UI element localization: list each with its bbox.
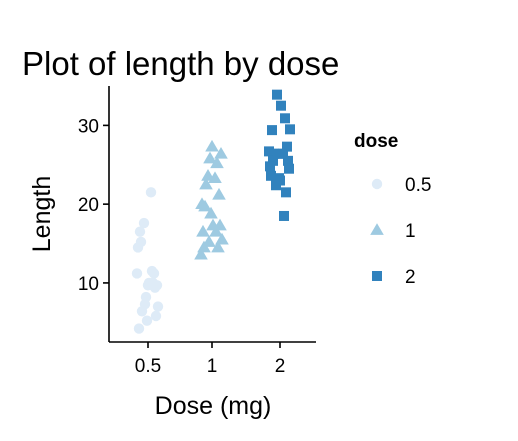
data-point-dose-1 <box>197 240 211 253</box>
data-point-dose-2 <box>279 210 289 221</box>
data-point-dose-0_5 <box>145 187 157 198</box>
chart-title: Plot of length by dose <box>22 45 339 82</box>
x-tick-label: 2 <box>275 356 286 377</box>
data-point-dose-1 <box>196 224 210 237</box>
data-point-dose-0_5 <box>140 291 152 303</box>
data-point-dose-2 <box>284 163 294 174</box>
data-point-dose-0_5 <box>142 280 154 291</box>
data-point-dose-2 <box>264 146 274 157</box>
data-point-dose-1 <box>194 247 208 260</box>
legend-key-dose-1 <box>370 223 384 235</box>
x-axis-title: Dose (mg) <box>155 392 272 420</box>
legend: dose 0.5 1 2 <box>354 131 431 288</box>
data-point-dose-1 <box>211 240 225 253</box>
data-point-dose-0_5 <box>132 242 144 253</box>
x-tick-label: 1 <box>207 356 218 377</box>
y-tick-label: 10 <box>78 274 99 295</box>
x-tick-label: 0.5 <box>135 356 161 377</box>
data-point-dose-1 <box>195 197 209 210</box>
data-point-dose-2 <box>276 100 286 111</box>
data-point-dose-1 <box>214 146 228 159</box>
legend-key-dose-0_5 <box>371 178 383 190</box>
data-point-dose-0_5 <box>131 268 143 279</box>
data-point-dose-1 <box>201 168 215 181</box>
data-point-dose-2 <box>272 89 282 100</box>
data-point-dose-2 <box>281 187 291 198</box>
data-point-dose-0_5 <box>136 306 148 317</box>
data-point-dose-2 <box>280 113 290 124</box>
data-point-dose-0_5 <box>134 226 146 237</box>
data-point-dose-2 <box>273 148 283 159</box>
data-point-dose-2 <box>275 175 285 186</box>
y-tick-label: 30 <box>78 116 99 137</box>
data-point-dose-1 <box>212 187 226 200</box>
y-tick-label: 20 <box>78 195 99 216</box>
data-point-dose-2 <box>283 155 293 166</box>
data-point-dose-0_5 <box>152 301 164 312</box>
data-point-dose-1 <box>209 224 223 237</box>
legend-label: 2 <box>405 267 416 288</box>
data-point-dose-0_5 <box>141 315 153 326</box>
data-point-dose-2 <box>267 125 277 136</box>
data-point-dose-0_5 <box>148 268 160 279</box>
data-point-dose-2 <box>285 124 295 135</box>
data-point-dose-0_5 <box>133 323 145 334</box>
plot-area <box>131 89 295 334</box>
legend-title: dose <box>354 131 398 152</box>
data-point-dose-0_5 <box>150 310 162 322</box>
data-point-dose-2 <box>282 141 292 152</box>
legend-label: 0.5 <box>405 175 431 196</box>
x-axis-ticks: 0.5 1 2 <box>135 342 286 377</box>
data-point-dose-1 <box>210 156 224 169</box>
data-point-dose-2 <box>265 161 275 172</box>
data-point-dose-2 <box>266 170 276 181</box>
data-point-dose-1 <box>206 218 220 231</box>
data-point-dose-2 <box>268 155 278 166</box>
legend-label: 1 <box>405 221 416 242</box>
data-point-dose-1 <box>204 206 218 219</box>
data-point-dose-1 <box>215 232 229 245</box>
data-point-dose-1 <box>199 177 213 190</box>
data-point-dose-0_5 <box>138 217 150 229</box>
y-axis-ticks: 10 20 30 <box>78 116 109 295</box>
data-point-dose-1 <box>205 139 219 152</box>
legend-key-dose-2 <box>372 271 382 281</box>
data-point-dose-1 <box>203 151 217 164</box>
y-axis-title: Length <box>28 176 56 252</box>
